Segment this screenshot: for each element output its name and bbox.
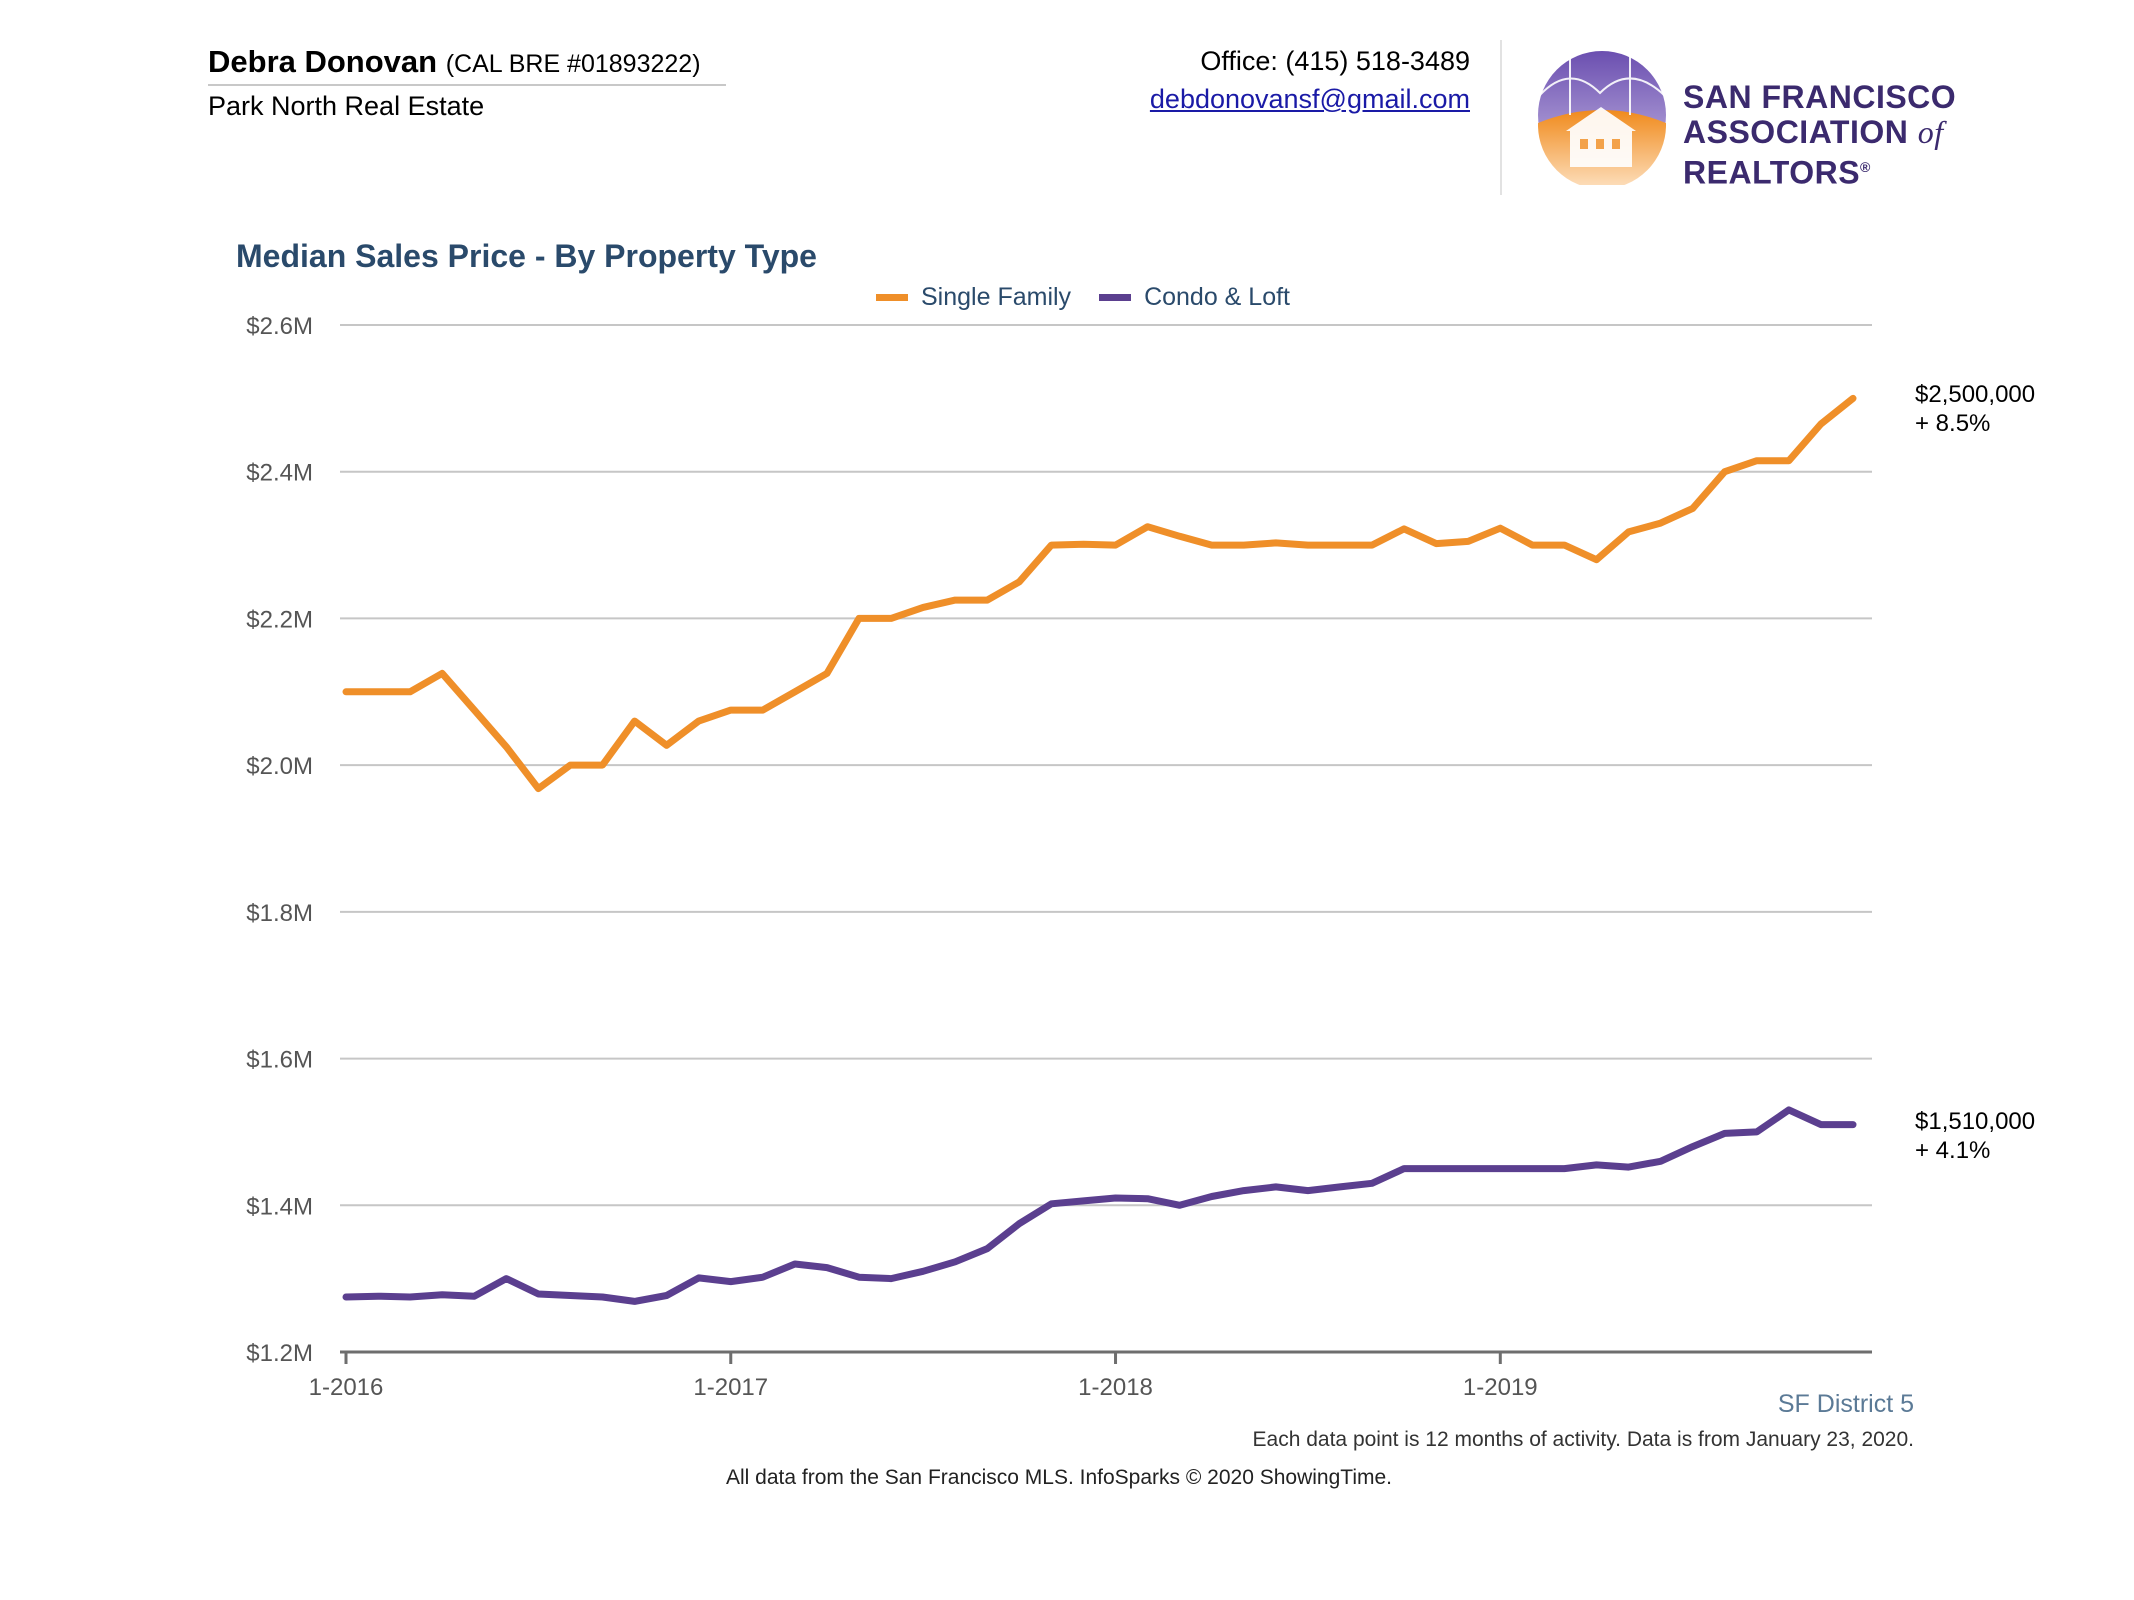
chart-legend: Single Family Condo & Loft — [876, 283, 1318, 312]
sfar-logo-icon — [1538, 51, 1666, 185]
y-tick-label: $2.4M — [246, 460, 313, 487]
x-tick-layer: 1-2016 1-2017 1-2018 1-2019 — [309, 1352, 1538, 1401]
association-of: of — [1917, 114, 1944, 150]
x-tick-label: 1-2018 — [1078, 1374, 1153, 1401]
legend-swatch-condo-loft — [1099, 294, 1132, 301]
y-tick-label: $2.6M — [246, 313, 313, 340]
grid-layer — [340, 324, 1872, 1354]
office-phone: Office: (415) 518-3489 — [1200, 46, 1470, 76]
legend-label-single-family: Single Family — [921, 283, 1072, 311]
y-tick-layer: $1.2M $1.4M $1.6M $1.8M $2.0M $2.2M $2.4M $2.6M — [246, 313, 313, 1367]
x-tick-label: 1-2017 — [693, 1374, 768, 1401]
y-tick-label: $1.6M — [246, 1047, 313, 1074]
series-line-single-family — [342, 394, 1857, 793]
x-tick-label: 1-2016 — [309, 1374, 384, 1401]
y-tick-label: $1.2M — [246, 1340, 313, 1367]
series-layer — [342, 394, 1857, 1305]
end-change-condo-loft: + 4.1% — [1915, 1136, 1991, 1164]
x-tick-label: 1-2019 — [1463, 1374, 1538, 1401]
header-divider — [1500, 40, 1502, 195]
legend-item-condo-loft: Condo & Loft — [1099, 283, 1290, 312]
registered-mark: ® — [1860, 159, 1871, 175]
agent-license: (CAL BRE #01893222) — [445, 50, 701, 78]
end-label-condo-loft: $1,510,000 + 4.1% — [1915, 1107, 2035, 1165]
legend-label-condo-loft: Condo & Loft — [1144, 283, 1290, 311]
company-name: Park North Real Estate — [208, 91, 485, 121]
end-value-condo-loft: $1,510,000 — [1915, 1107, 2036, 1135]
agent-name-text: Debra Donovan — [208, 44, 438, 79]
chart-title: Median Sales Price - By Property Type — [236, 238, 817, 274]
email-link[interactable]: debdonovansf@gmail.com — [1149, 84, 1470, 114]
y-tick-label: $2.2M — [246, 606, 313, 633]
legend-swatch-single-family — [876, 294, 908, 301]
association-line2: Association of Realtors® — [1683, 115, 2134, 191]
data-source: All data from the San Francisco MLS. Inf… — [726, 1466, 1393, 1489]
association-word: Association — [1683, 114, 1909, 150]
end-change-single-family: + 8.5% — [1915, 410, 1991, 438]
y-tick-label: $1.8M — [246, 900, 313, 927]
data-note: Each data point is 12 months of activity… — [1252, 1428, 1914, 1451]
association-line1: San Francisco — [1683, 79, 1957, 115]
end-label-single-family: $2,500,000 + 8.5% — [1915, 380, 2035, 438]
district-label: SF District 5 — [1777, 1390, 1914, 1418]
agent-name: Debra Donovan (CAL BRE #01893222) — [208, 44, 701, 80]
association-realtors: Realtors — [1683, 154, 1861, 191]
y-tick-label: $1.4M — [246, 1193, 313, 1220]
association-name: San Francisco Association of Realtors® — [1683, 80, 2134, 191]
end-value-single-family: $2,500,000 — [1915, 381, 2036, 409]
header-underline — [208, 84, 726, 86]
y-tick-label: $2.0M — [246, 753, 313, 780]
legend-item-single-family: Single Family — [876, 283, 1071, 312]
series-line-condo-loft — [342, 1106, 1857, 1305]
